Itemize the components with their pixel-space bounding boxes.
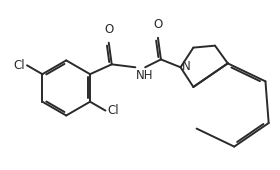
Text: Cl: Cl	[107, 104, 119, 117]
Text: O: O	[104, 23, 113, 36]
Text: N: N	[181, 60, 190, 73]
Text: O: O	[153, 18, 163, 31]
Text: NH: NH	[136, 69, 154, 82]
Text: Cl: Cl	[13, 59, 25, 72]
